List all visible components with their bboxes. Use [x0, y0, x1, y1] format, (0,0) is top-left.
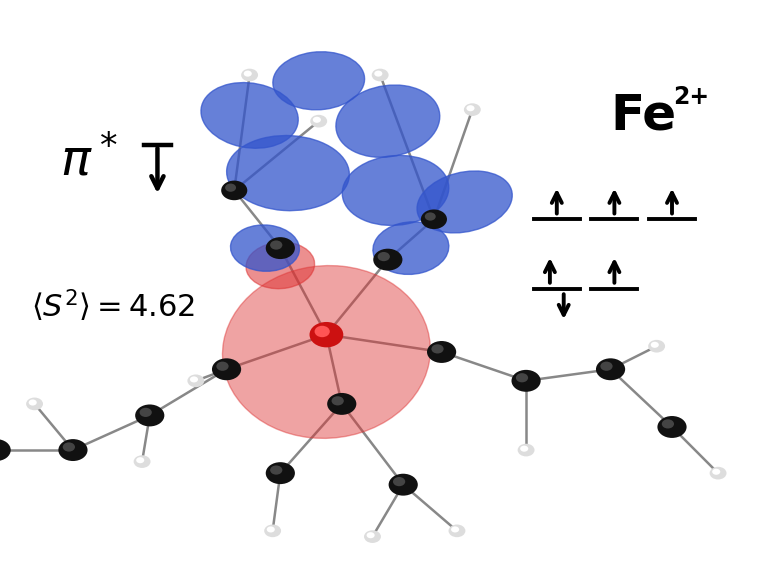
Circle shape [421, 209, 447, 229]
Circle shape [264, 524, 281, 537]
Circle shape [270, 466, 283, 475]
Ellipse shape [373, 222, 449, 275]
Ellipse shape [223, 265, 430, 439]
Ellipse shape [336, 85, 440, 158]
Ellipse shape [201, 83, 298, 148]
Circle shape [710, 467, 727, 479]
Ellipse shape [343, 155, 449, 226]
Circle shape [134, 455, 151, 468]
Circle shape [243, 70, 252, 77]
Text: 2+: 2+ [674, 85, 710, 109]
Circle shape [373, 249, 402, 271]
Circle shape [190, 376, 198, 383]
Circle shape [712, 469, 720, 475]
Circle shape [378, 252, 390, 261]
Circle shape [451, 526, 459, 533]
Circle shape [58, 439, 88, 461]
Circle shape [0, 439, 11, 461]
Circle shape [135, 404, 164, 426]
Circle shape [432, 344, 444, 354]
Ellipse shape [417, 171, 512, 233]
Ellipse shape [230, 225, 300, 271]
Ellipse shape [227, 136, 349, 211]
Text: Fe: Fe [611, 91, 677, 140]
Circle shape [217, 362, 229, 371]
Circle shape [225, 183, 236, 192]
Circle shape [648, 340, 665, 353]
Circle shape [662, 419, 674, 429]
Circle shape [266, 462, 295, 484]
Text: $\pi^*$: $\pi^*$ [59, 137, 118, 186]
Circle shape [26, 398, 43, 410]
Circle shape [511, 370, 541, 392]
Circle shape [464, 103, 481, 116]
Circle shape [315, 326, 329, 337]
Circle shape [241, 69, 258, 81]
Circle shape [266, 526, 275, 533]
Circle shape [310, 322, 343, 347]
Circle shape [221, 181, 247, 200]
Circle shape [266, 237, 295, 259]
Circle shape [366, 532, 375, 538]
Circle shape [136, 457, 144, 463]
Circle shape [425, 212, 435, 220]
Circle shape [374, 70, 382, 77]
Circle shape [466, 105, 475, 111]
Text: $\langle S^2 \rangle = 4.62$: $\langle S^2 \rangle = 4.62$ [31, 287, 195, 324]
Circle shape [650, 342, 659, 348]
Circle shape [389, 474, 418, 496]
Ellipse shape [273, 52, 365, 110]
Circle shape [187, 374, 204, 387]
Circle shape [28, 399, 37, 406]
Circle shape [596, 358, 625, 380]
Circle shape [601, 362, 613, 371]
Circle shape [393, 477, 406, 486]
Ellipse shape [246, 242, 315, 288]
Circle shape [372, 69, 389, 81]
Circle shape [313, 117, 321, 123]
Circle shape [427, 341, 456, 363]
Circle shape [449, 524, 465, 537]
Circle shape [332, 396, 344, 406]
Circle shape [520, 445, 528, 452]
Circle shape [212, 358, 241, 380]
Circle shape [310, 115, 327, 128]
Circle shape [518, 444, 535, 456]
Circle shape [327, 393, 356, 415]
Circle shape [63, 443, 75, 452]
Circle shape [270, 241, 283, 250]
Circle shape [516, 373, 528, 383]
Circle shape [657, 416, 687, 438]
Circle shape [140, 408, 152, 417]
Circle shape [364, 530, 381, 543]
